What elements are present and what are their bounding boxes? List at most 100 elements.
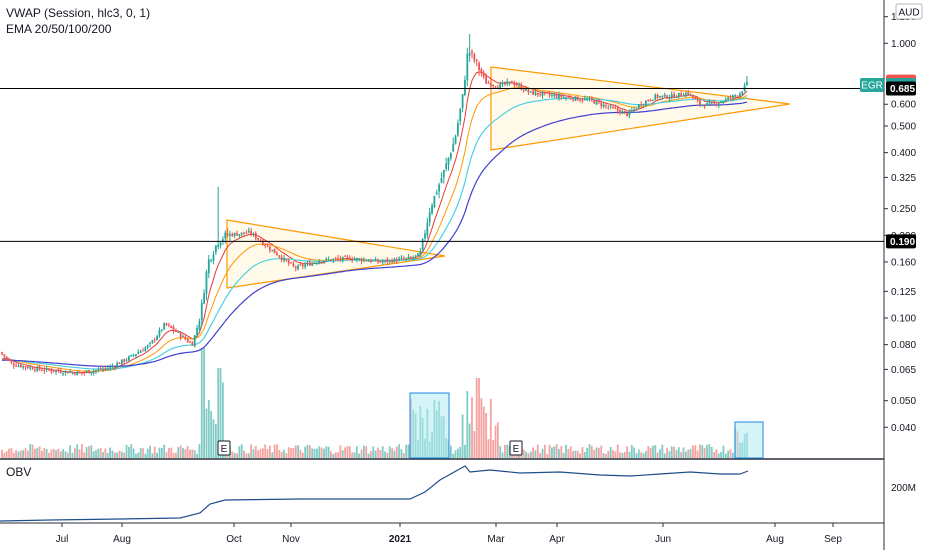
- candle-body: [478, 62, 480, 71]
- volume-bar: [254, 446, 257, 458]
- candle-body: [31, 367, 34, 370]
- horizontal-levels[interactable]: [0, 87, 884, 242]
- volume-bar: [588, 444, 591, 458]
- candle-body: [205, 271, 208, 294]
- currency-badge[interactable]: AUD: [898, 8, 919, 19]
- obv-legend[interactable]: OBV: [6, 465, 31, 479]
- candle-body: [741, 91, 744, 95]
- candle-body: [680, 93, 683, 96]
- time-tick-label: Nov: [282, 534, 300, 545]
- tag-0190-box: [886, 234, 916, 249]
- time-tick-label: Mar: [487, 534, 505, 545]
- candle-body: [722, 101, 725, 103]
- candle-body: [534, 92, 537, 96]
- candle-body: [43, 370, 46, 372]
- volume-bar: [487, 439, 490, 458]
- volume-bar: [706, 444, 708, 458]
- candle-body: [374, 259, 377, 262]
- volume-bar: [457, 448, 459, 458]
- volume-bar: [59, 451, 62, 458]
- candle-body: [499, 83, 502, 89]
- candle-body: [81, 372, 83, 374]
- volume-bar: [233, 453, 236, 458]
- volume-bar: [680, 452, 683, 458]
- candle-body: [325, 258, 328, 260]
- volume-bar: [269, 445, 271, 458]
- candle-body: [22, 365, 25, 368]
- volume-bar: [670, 446, 673, 458]
- volume-bar: [290, 448, 292, 458]
- candle-body: [12, 363, 15, 366]
- candle-body: [172, 327, 175, 331]
- candle-body: [555, 95, 558, 98]
- volume-bar: [480, 398, 483, 458]
- volume-highlight-boxes[interactable]: [409, 392, 764, 459]
- candle-body: [619, 110, 621, 114]
- candle-body: [175, 329, 177, 332]
- candle-body: [729, 97, 732, 99]
- candle-body: [332, 258, 335, 261]
- volume-bar: [43, 448, 46, 458]
- volume-bar: [555, 444, 558, 458]
- volume-bar: [515, 453, 518, 458]
- candle-body: [363, 259, 365, 262]
- time-axis[interactable]: Jul Aug Oct Nov 2021 Mar Apr Jun Aug Sep: [56, 523, 843, 545]
- volume-bar: [675, 450, 678, 458]
- volume-bar: [616, 444, 619, 458]
- volume-bar: [539, 452, 542, 458]
- volume-bar: [243, 450, 245, 458]
- volume-bar: [365, 446, 368, 458]
- volume-bar: [689, 448, 692, 458]
- currency-badge-box[interactable]: [895, 3, 923, 20]
- volume-bar: [461, 414, 464, 458]
- candle-body: [703, 105, 706, 107]
- candle-body: [88, 370, 90, 374]
- ema-legend[interactable]: EMA 20/50/100/200: [6, 22, 112, 36]
- volume-bar: [708, 444, 711, 458]
- candle-body: [189, 341, 191, 343]
- candle-body: [339, 258, 342, 260]
- candle-body: [677, 92, 680, 97]
- obv-indicator: [0, 465, 749, 522]
- volume-bar: [637, 449, 640, 458]
- candle-body: [240, 232, 243, 235]
- volume-bar: [116, 452, 119, 458]
- candle-body: [567, 96, 570, 98]
- candle-body: [435, 192, 438, 195]
- vwap-legend[interactable]: VWAP (Session, hlc3, 0, 1): [6, 6, 150, 20]
- obv-pane[interactable]: [0, 460, 884, 523]
- volume-bar: [106, 453, 109, 458]
- volume-bar: [724, 453, 727, 458]
- volume-bar: [297, 445, 299, 458]
- volume-bar: [252, 449, 255, 458]
- volume-bar: [407, 444, 410, 458]
- price-tick-label: 0.050: [891, 396, 916, 407]
- volume-bar: [534, 450, 537, 458]
- candle-body: [598, 100, 600, 103]
- candle-body: [485, 76, 487, 84]
- volume-bar: [572, 451, 574, 458]
- volume-bar: [113, 452, 116, 458]
- candle-body: [224, 232, 227, 239]
- volume-bar: [663, 453, 666, 458]
- volume-bar: [92, 451, 95, 458]
- price-axis[interactable]: 1.2501.0000.6000.5000.4000.3250.2500.200…: [860, 12, 916, 434]
- price-pane[interactable]: [0, 0, 884, 458]
- candle-body: [734, 95, 737, 97]
- candle-body: [602, 104, 605, 107]
- volume-bar: [139, 447, 142, 458]
- candle-body: [635, 108, 638, 110]
- candle-body: [179, 332, 182, 338]
- volume-bar: [73, 448, 76, 458]
- candle-body: [461, 94, 464, 109]
- volume-bars: [1, 348, 748, 458]
- volume-bar: [348, 446, 351, 458]
- volume-bar: [666, 447, 668, 458]
- candle-body: [692, 94, 694, 98]
- candle-body: [160, 329, 163, 331]
- volume-bar: [494, 425, 497, 458]
- candle-body: [682, 95, 685, 97]
- volume-bar: [78, 449, 81, 458]
